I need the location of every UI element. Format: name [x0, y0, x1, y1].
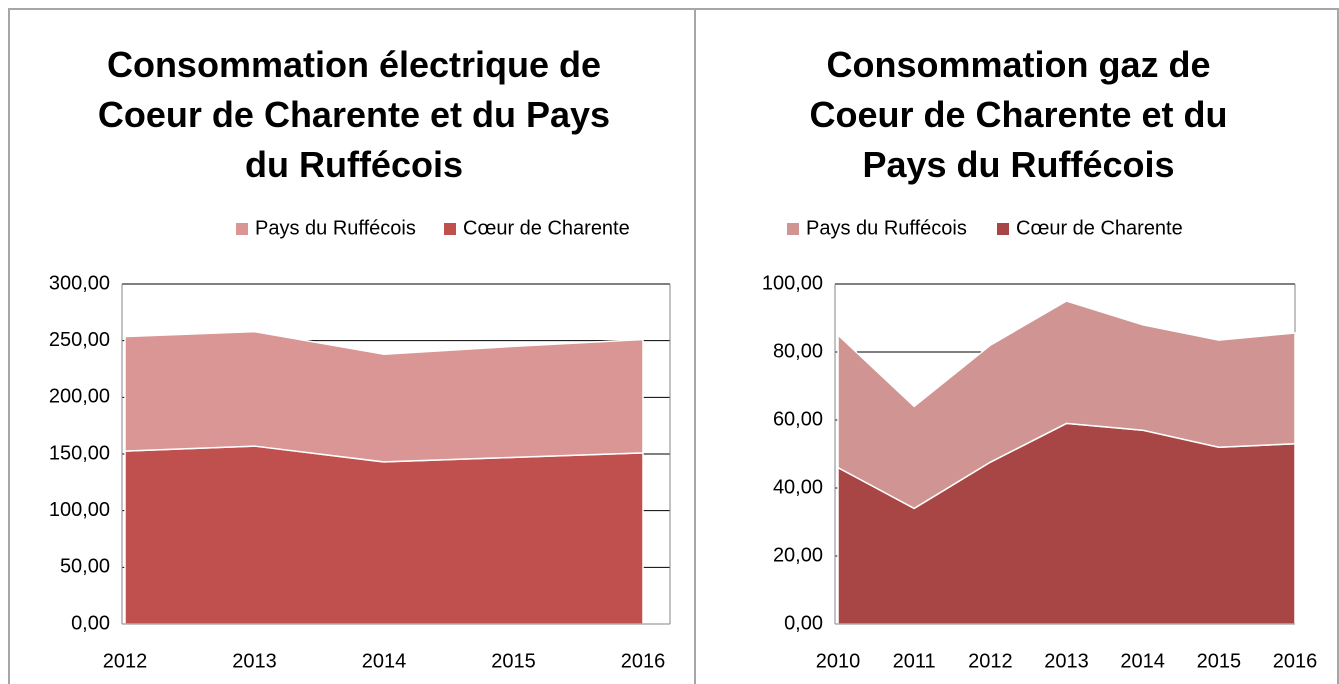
- legend-label: Pays du Ruffécois: [806, 217, 967, 239]
- chart: Pays du Ruffécois Cœur de Charente 0,00 50,…: [49, 217, 671, 672]
- legend-swatch: [787, 223, 799, 235]
- y-tick-label: 300,00: [49, 272, 110, 294]
- x-tick-label: 2015: [491, 650, 536, 672]
- x-tick-label: 2014: [362, 650, 407, 672]
- x-tick-label: 2014: [1120, 650, 1165, 672]
- x-tick-label: 2016: [1273, 650, 1318, 672]
- y-tick-label: 80,00: [773, 340, 823, 362]
- chart-panel: Consommation électrique de Coeur de Char…: [8, 8, 696, 684]
- y-tick-label: 250,00: [49, 329, 110, 351]
- x-tick-label: 2013: [1044, 650, 1089, 672]
- area: [124, 445, 644, 625]
- y-tick-label: 60,00: [773, 408, 823, 430]
- y-tick-label: 40,00: [773, 476, 823, 498]
- legend-label: Pays du Ruffécois: [255, 217, 416, 239]
- x-tick-label: 2010: [816, 650, 861, 672]
- chart-title: Consommation électrique de Coeur de Char…: [97, 44, 611, 185]
- y-tick-label: 20,00: [773, 544, 823, 566]
- area: [837, 300, 1296, 510]
- y-tick-label: 0,00: [784, 612, 823, 634]
- y-tick-label: 150,00: [49, 442, 110, 464]
- legend-swatch: [997, 223, 1009, 235]
- area: [124, 330, 644, 463]
- x-tick-label: 2012: [968, 650, 1013, 672]
- legend-swatch: [444, 223, 456, 235]
- y-tick-label: 0,00: [71, 612, 110, 634]
- y-tick-label: 100,00: [762, 272, 823, 294]
- legend-label: Cœur de Charente: [1016, 217, 1183, 239]
- x-tick-label: 2013: [232, 650, 277, 672]
- chart-title: Consommation gaz de Coeur de Charente et…: [809, 44, 1228, 185]
- x-tick-label: 2016: [621, 650, 666, 672]
- legend-swatch: [236, 223, 248, 235]
- x-tick-label: 2011: [893, 650, 936, 672]
- y-tick-label: 200,00: [49, 386, 110, 408]
- chart: Pays du Ruffécois Cœur de Charente 0,00 20,…: [762, 217, 1318, 672]
- y-tick-label: 50,00: [60, 556, 110, 578]
- legend-label: Cœur de Charente: [463, 217, 630, 239]
- chart-panel: Consommation gaz de Coeur de Charente et…: [694, 8, 1339, 684]
- y-tick-label: 100,00: [49, 499, 110, 521]
- x-tick-label: 2012: [103, 650, 148, 672]
- x-tick-label: 2015: [1197, 650, 1242, 672]
